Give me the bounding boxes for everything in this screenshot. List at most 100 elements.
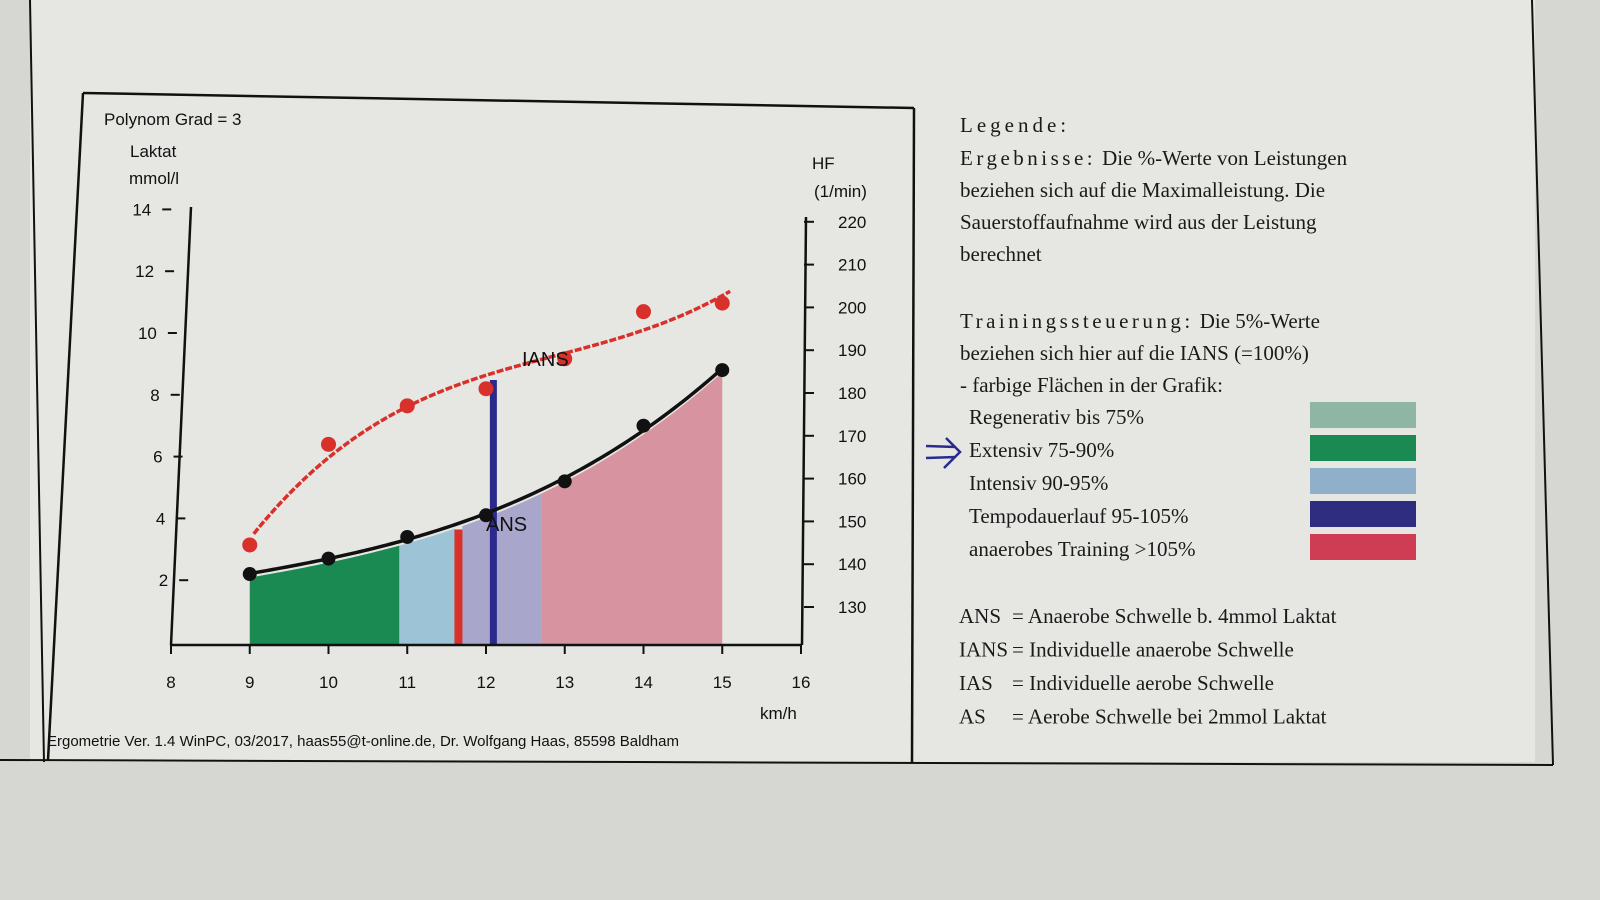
y-right-tick-label: 220 bbox=[838, 213, 866, 232]
abbreviation-definition: = Aerobe Schwelle bei 2mmol Laktat bbox=[1012, 705, 1327, 729]
x-tick-label: 10 bbox=[319, 673, 338, 692]
x-tick-label: 16 bbox=[792, 673, 811, 692]
results-line: Sauerstoffaufnahme wird aus der Leistung bbox=[960, 210, 1317, 234]
heart-rate-point bbox=[478, 381, 494, 397]
legend-panel: Legende: Ergebnisse: Die %-Werte von Leis… bbox=[925, 113, 1416, 729]
x-tick-label: 12 bbox=[477, 673, 496, 692]
x-tick-label: 11 bbox=[398, 673, 416, 692]
training-heading: Trainingssteuerung: bbox=[960, 309, 1194, 333]
y-left-tick-label: 4 bbox=[156, 509, 165, 528]
results-line: Die %-Werte von Leistungen bbox=[1102, 146, 1347, 170]
plot-area: 8 9 10 11 12 13 14 15 16 2 4 6 8 10 12 14 130 140 150 160 17… bbox=[132, 200, 866, 692]
legend-zone-swatch bbox=[1310, 501, 1416, 527]
heart-rate-point bbox=[321, 436, 336, 452]
y-right-tick-label: 200 bbox=[838, 298, 866, 317]
training-line: Die 5%-Werte bbox=[1200, 309, 1320, 333]
lactate-point bbox=[479, 508, 493, 523]
legend-zone-swatch bbox=[1310, 402, 1416, 428]
results-line: beziehen sich auf die Maximalleistung. D… bbox=[960, 178, 1325, 202]
abbreviation-definition: = Individuelle anaerobe Schwelle bbox=[1012, 638, 1294, 662]
y-left-tick-label: 6 bbox=[153, 448, 162, 467]
ians-label: IANS bbox=[522, 349, 569, 371]
abbreviation-term: ANS bbox=[959, 604, 1001, 628]
y-right-tick-label: 190 bbox=[838, 341, 866, 360]
y-left-tick-label: 8 bbox=[150, 386, 159, 405]
lactate-point bbox=[557, 474, 572, 489]
ans-marker-line bbox=[454, 529, 463, 645]
chart-title: Polynom Grad = 3 bbox=[104, 110, 242, 129]
legend-zone-swatch bbox=[1310, 534, 1416, 560]
abbreviation-term: AS bbox=[959, 705, 986, 729]
legend-zone-label: anaerobes Training >105% bbox=[969, 537, 1195, 561]
training-line: beziehen sich hier auf die IANS (=100%) bbox=[960, 341, 1309, 365]
y-right-tick-label: 140 bbox=[838, 555, 866, 574]
zone-area-tempodauerlauf bbox=[462, 493, 542, 645]
legend-zone-swatch bbox=[1310, 468, 1416, 494]
x-tick-label: 15 bbox=[713, 673, 732, 692]
x-tick-label: 8 bbox=[166, 673, 175, 692]
y-right-tick-label: 170 bbox=[838, 427, 866, 446]
heart-rate-point bbox=[242, 537, 258, 553]
footer-credit: Ergometrie Ver. 1.4 WinPC, 03/2017, haas… bbox=[47, 733, 679, 750]
y-right-tick-label: 180 bbox=[838, 384, 866, 403]
y-right-label-1: HF bbox=[812, 154, 835, 173]
y-left-tick-label: 12 bbox=[135, 262, 154, 281]
chart-frame-top bbox=[82, 91, 915, 110]
chart-frame-right bbox=[910, 107, 916, 763]
y-right-tick-label: 130 bbox=[838, 598, 866, 617]
x-tick-label: 9 bbox=[245, 673, 254, 692]
lactate-point bbox=[715, 363, 730, 378]
y-left-tick-label: 14 bbox=[132, 200, 151, 219]
legend-zone-label: Tempodauerlauf 95-105% bbox=[969, 504, 1189, 528]
y-right-tick-label: 160 bbox=[838, 470, 866, 489]
page-border-right bbox=[1531, 0, 1554, 766]
x-tick-label: 13 bbox=[555, 673, 574, 692]
abbreviation-term: IAS bbox=[959, 671, 993, 695]
legend-zone-label: Intensiv 90-95% bbox=[969, 471, 1108, 495]
y-left-label-2: mmol/l bbox=[129, 169, 179, 188]
ians-marker-line bbox=[489, 380, 497, 645]
heart-rate-point bbox=[714, 295, 730, 311]
y-left-tick-label: 2 bbox=[159, 571, 168, 590]
zone-area-anaerobes-training bbox=[541, 372, 723, 645]
legend-zone-list: Regenerativ bis 75% Extensiv 75-90% Intens… bbox=[969, 402, 1416, 561]
abbreviation-definition: = Individuelle aerobe Schwelle bbox=[1012, 671, 1274, 695]
heart-rate-point bbox=[636, 304, 651, 320]
lactate-point bbox=[321, 551, 336, 566]
abbreviation-definition: = Anaerobe Schwelle b. 4mmol Laktat bbox=[1012, 604, 1337, 628]
legend-title: Legende: bbox=[960, 113, 1070, 137]
ans-label: ANS bbox=[486, 514, 527, 536]
heart-rate-point bbox=[399, 398, 415, 414]
results-line: berechnet bbox=[960, 242, 1042, 266]
abbreviation-term: IANS bbox=[959, 638, 1008, 662]
paper bbox=[30, 0, 1535, 762]
training-line: - farbige Flächen in der Grafik: bbox=[960, 373, 1223, 397]
x-axis-label: km/h bbox=[760, 704, 797, 723]
training-paragraph: Trainingssteuerung: Die 5%-Werte bbox=[960, 309, 1320, 333]
hand-drawn-arrow-icon bbox=[925, 437, 962, 469]
abbreviation-list: ANS = Anaerobe Schwelle b. 4mmol LaktatIA… bbox=[959, 604, 1337, 729]
y-left-axis bbox=[169, 206, 193, 646]
x-tick-label: 14 bbox=[634, 673, 653, 692]
zone-area-extensiv bbox=[249, 545, 400, 645]
y-left-label-1: Laktat bbox=[130, 142, 177, 161]
zone-area-intensiv bbox=[399, 528, 455, 645]
y-right-axis bbox=[800, 216, 808, 646]
legend-zone-label: Regenerativ bis 75% bbox=[969, 405, 1144, 429]
legend-zone-swatch bbox=[1310, 435, 1416, 461]
page-border-left bbox=[29, 0, 45, 763]
heart-rate-point bbox=[557, 351, 573, 367]
heart-rate-fit-curve bbox=[252, 289, 731, 535]
lactate-point bbox=[242, 567, 257, 582]
y-right-tick-label: 210 bbox=[838, 256, 866, 275]
legend-zone-label: Extensiv 75-90% bbox=[969, 438, 1114, 462]
y-left-tick-label: 10 bbox=[138, 324, 157, 343]
lactate-point bbox=[400, 529, 415, 544]
y-right-label-2: (1/min) bbox=[814, 182, 867, 201]
y-right-tick-label: 150 bbox=[838, 512, 866, 531]
chart-frame-left bbox=[46, 92, 85, 761]
page-border-bottom bbox=[0, 759, 1554, 766]
results-paragraph: Ergebnisse: Die %-Werte von Leistungen bbox=[960, 146, 1348, 170]
results-heading: Ergebnisse: bbox=[960, 146, 1096, 170]
